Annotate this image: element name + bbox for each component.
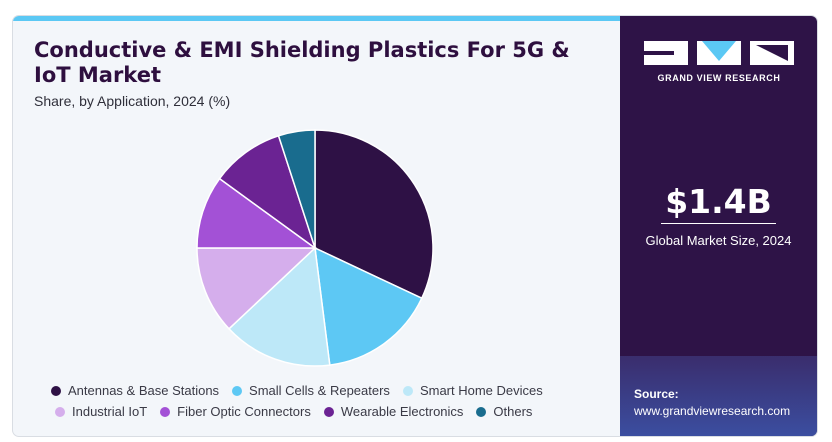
legend-label: Fiber Optic Connectors — [177, 404, 311, 419]
brand-name: GRAND VIEW RESEARCH — [657, 73, 781, 83]
divider — [661, 223, 776, 224]
legend-swatch — [232, 385, 243, 396]
pie-slice-wearable-electronics — [218, 134, 317, 250]
legend-item-smart-home-devices: Smart Home Devices — [402, 383, 543, 398]
legend-swatch — [55, 406, 65, 417]
legend-item-industrial-iot: Industrial IoT — [55, 404, 147, 419]
chart-title: Conductive & EMI Shielding Plastics For … — [34, 38, 570, 87]
pie-chart — [196, 129, 434, 367]
pie-slice-industrial-iot — [196, 247, 317, 330]
legend-row: Industrial IoT Fiber Optic Connectors Wear… — [55, 401, 631, 422]
grand-view-research-logo: GRAND VIEW RESEARCH — [644, 41, 794, 83]
legend-swatch — [160, 406, 171, 417]
legend-label: Wearable Electronics — [340, 404, 464, 419]
legend-label: Others — [493, 404, 533, 419]
logo-mark-icon — [644, 41, 794, 65]
legend-label: Industrial IoT — [72, 404, 148, 419]
top-accent-bar — [13, 16, 620, 21]
pie-slice-small-cells-repeaters — [314, 246, 423, 366]
market-size-label: Global Market Size, 2024 — [645, 233, 792, 248]
legend-item-others: Others — [476, 404, 532, 419]
source-band: Source: www.grandviewresearch.com — [620, 356, 817, 436]
legend-label: Small Cells & Repeaters — [249, 383, 390, 398]
chart-subtitle: Share, by Application, 2024 (%) — [34, 93, 231, 109]
legend-label: Antennas & Base Stations — [68, 383, 220, 398]
pie-slice-fiber-optic-connectors — [196, 177, 318, 249]
legend-swatch — [476, 406, 487, 417]
legend-item-antennas-base-stations: Antennas & Base Stations — [51, 383, 219, 398]
legend-item-small-cells-repeaters: Small Cells & Repeaters — [232, 383, 390, 398]
chart-card: Conductive & EMI Shielding Plastics For … — [13, 16, 817, 436]
pie-slice-others — [277, 129, 316, 249]
legend-item-fiber-optic-connectors: Fiber Optic Connectors — [160, 404, 311, 419]
side-panel: GRAND VIEW RESEARCH $1.4B Global Market … — [620, 16, 817, 436]
source-url[interactable]: www.grandviewresearch.com — [634, 404, 791, 418]
legend-swatch — [51, 385, 61, 396]
pie-slice-smart-home-devices — [227, 246, 331, 367]
legend-swatch — [323, 406, 334, 417]
market-size-value: $1.4B — [665, 182, 772, 221]
chart-legend: Antennas & Base Stations Small Cells & Re… — [51, 380, 631, 422]
legend-row: Antennas & Base Stations Small Cells & Re… — [51, 380, 631, 401]
legend-label: Smart Home Devices — [419, 383, 543, 398]
legend-item-wearable-electronics: Wearable Electronics — [323, 404, 464, 419]
source-label: Source: — [634, 387, 679, 401]
legend-swatch — [402, 385, 413, 396]
pie-slice-antennas-base-stations — [314, 129, 434, 300]
